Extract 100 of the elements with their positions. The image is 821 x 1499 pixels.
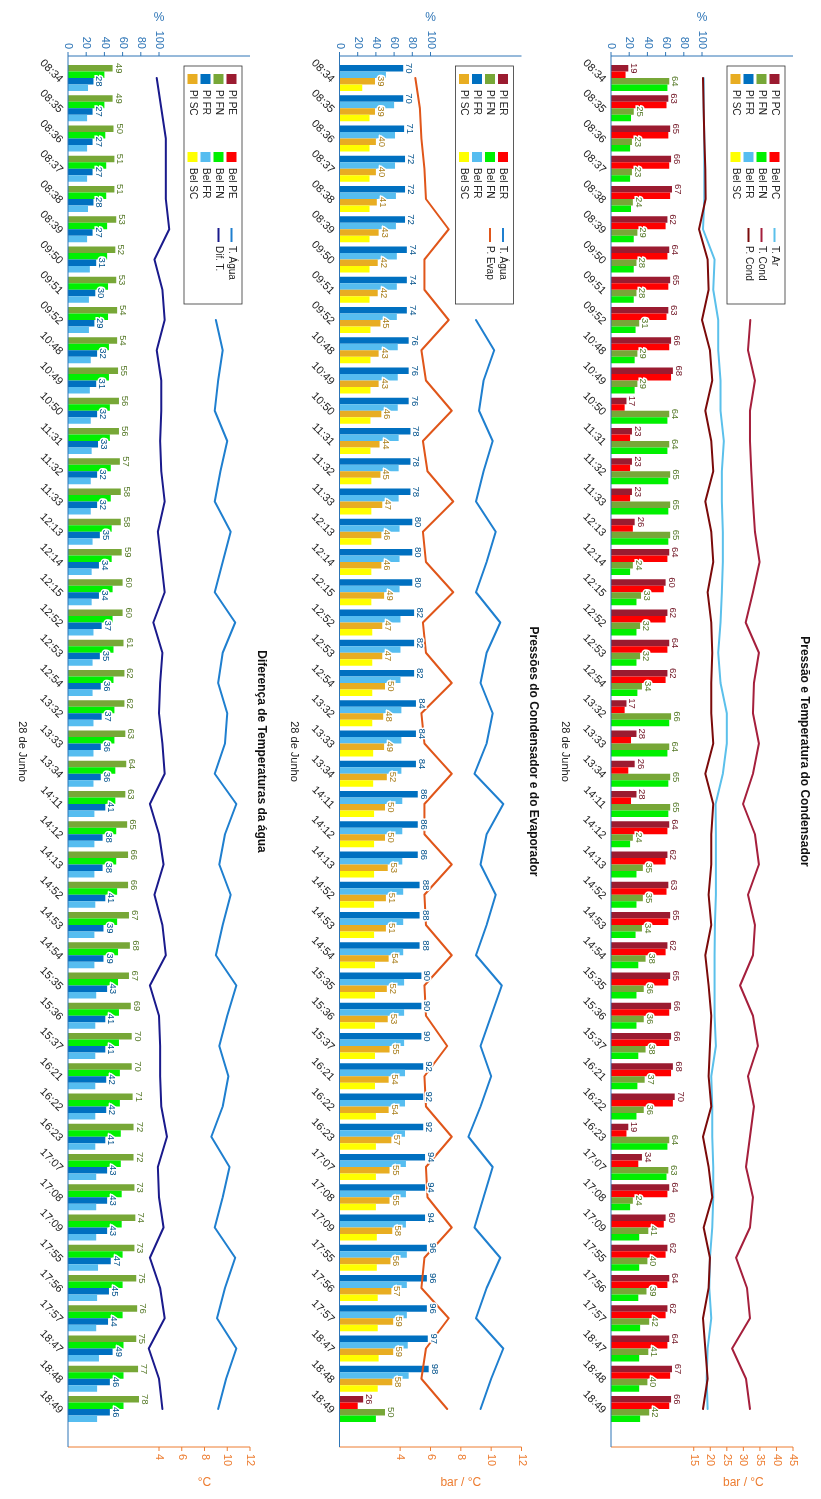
data-label: 66 [672,335,684,346]
x-axis-title: °C [197,1475,212,1490]
data-label: 47 [111,1255,123,1267]
data-label: 58 [121,516,133,528]
data-label: 62 [125,698,137,709]
data-label: 32 [98,469,110,480]
data-label: 62 [668,849,680,861]
data-label: 72 [406,153,418,165]
data-label: 58 [393,1376,405,1388]
data-label: 41 [106,1013,118,1025]
data-label: 94 [426,1212,438,1224]
data-label: 51 [115,153,127,165]
data-label: 50 [386,1406,397,1418]
x-tick-label: 4 [154,1454,167,1461]
data-label: 60 [666,1212,678,1224]
x-tick-label: 8 [199,1454,212,1461]
data-label: 23 [632,456,644,467]
legend-label: Bel FN [213,168,225,199]
data-label: 19 [629,1121,641,1133]
data-label: 88 [420,940,432,951]
data-label: 74 [407,304,419,316]
data-label: 76 [409,365,421,377]
data-label: 64 [670,438,682,450]
legend-label: Pl FR [472,90,484,115]
data-label: 57 [120,456,132,467]
data-label: 42 [650,1316,662,1327]
data-label: 26 [364,1393,376,1405]
data-label: 58 [393,1225,405,1237]
data-label: 70 [132,1061,144,1072]
data-label: 64 [670,546,682,558]
data-label: 45 [381,317,393,329]
data-label: 32 [98,408,110,420]
data-label: 41 [649,1346,661,1358]
data-label: 36 [101,680,113,692]
data-label: 37 [645,1074,657,1085]
data-label: 65 [671,499,683,511]
data-label: 24 [633,559,645,571]
data-label: 68 [673,365,685,377]
data-label: 52 [387,771,399,783]
legend-label: T. Água [498,246,511,281]
data-label: 54 [389,953,401,964]
data-label: 48 [384,711,396,722]
data-label: 80 [413,546,425,558]
x-tick-label: 35 [755,1454,767,1467]
data-label: 77 [139,1363,151,1375]
data-label: 62 [668,607,680,619]
data-label: 23 [632,425,644,437]
data-label: 32 [641,620,653,632]
data-label: 74 [136,1212,148,1224]
data-label: 54 [118,335,130,346]
x2-tick-label: 0 [606,42,619,49]
data-label: 62 [668,667,680,679]
data-label: 63 [669,1164,681,1176]
data-label: 96 [427,1272,439,1284]
data-label: 64 [670,408,682,420]
data-label: 25 [634,106,646,117]
data-label: 43 [108,983,120,995]
data-label: 92 [424,1061,436,1072]
data-label: 50 [386,801,397,813]
x2-tick-label: 40 [642,36,655,49]
data-label: 46 [110,1406,122,1418]
x2-axis-title: % [153,10,165,25]
data-label: 44 [109,1316,121,1327]
data-label: 54 [389,1104,401,1116]
legend-label: P. Evap [485,246,497,281]
x-tick-label: 30 [738,1454,751,1467]
legend-label: Pl FR [743,90,755,115]
x2-tick-label: 80 [678,36,691,49]
data-label: 29 [638,378,650,390]
data-label: 49 [385,590,397,601]
x-tick-label: 12 [516,1454,529,1467]
y-axis-title: 28 de Junho [288,721,301,782]
data-label: 51 [115,183,127,195]
data-label: 82 [415,637,427,649]
data-label: 72 [406,183,418,195]
x2-tick-label: 20 [624,36,637,49]
legend-label: Bel SC [730,168,742,200]
data-label: 28 [637,257,649,269]
legend-label: Bel ER [498,168,510,200]
data-label: 68 [130,940,142,951]
data-label: 62 [668,940,680,951]
x-tick-label: 25 [721,1454,734,1467]
legend-label: Bel FN [756,168,768,199]
data-label: 30 [96,287,108,299]
legend-label: Bel SC [187,168,199,200]
text: Diferença de Temperaturas da água [255,650,269,854]
data-label: 47 [383,620,395,632]
data-label: 59 [394,1346,406,1358]
x-tick-label: 8 [455,1454,468,1461]
data-label: 39 [647,1285,659,1297]
data-label: 64 [670,1333,682,1345]
data-label: 74 [407,244,419,256]
x2-axis-title: % [425,10,437,25]
data-label: 92 [424,1091,436,1103]
data-label: 17 [627,395,639,407]
data-label: 29 [638,227,650,238]
data-label: 28 [94,75,106,87]
data-label: 60 [666,577,678,588]
legend-label: Bel FR [200,168,212,199]
data-label: 58 [121,486,133,498]
